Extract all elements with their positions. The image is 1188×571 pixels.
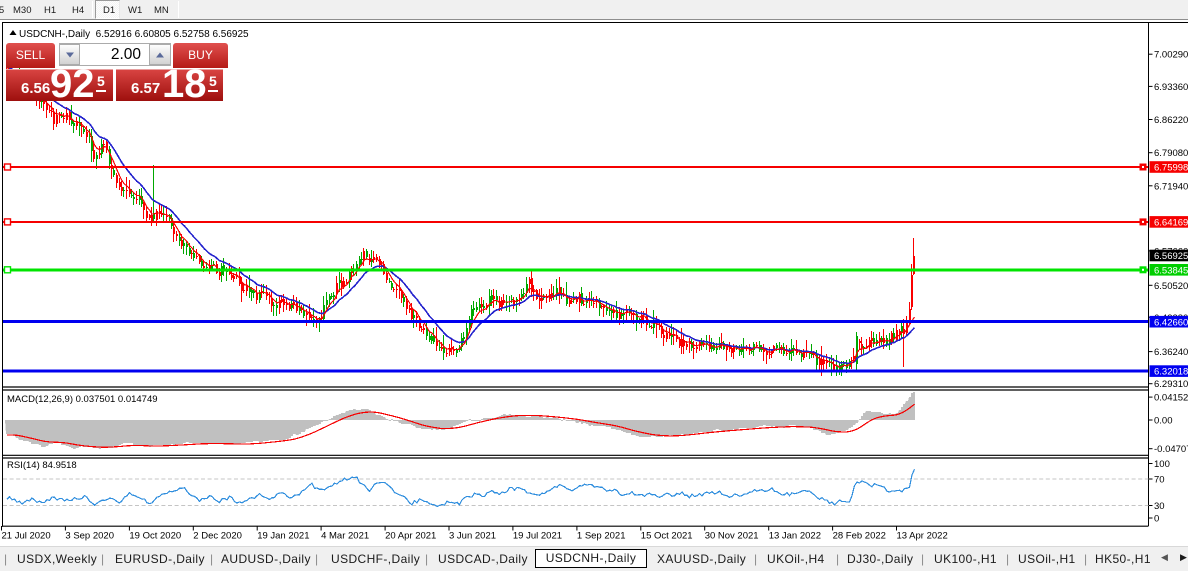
svg-text:19 Jan 2021: 19 Jan 2021 <box>257 531 309 542</box>
svg-text:6.64169: 6.64169 <box>1154 218 1188 229</box>
svg-text:28 Feb 2022: 28 Feb 2022 <box>833 531 886 542</box>
svg-text:7.00290: 7.00290 <box>1154 50 1188 61</box>
svg-text:6.42660: 6.42660 <box>1154 317 1188 328</box>
svg-text:0: 0 <box>1154 514 1159 525</box>
svg-text:6.32018: 6.32018 <box>1154 367 1188 378</box>
svg-text:19 Jul 2021: 19 Jul 2021 <box>513 531 562 542</box>
svg-text:6.50520: 6.50520 <box>1154 281 1188 292</box>
svg-text:6.93360: 6.93360 <box>1154 82 1188 93</box>
svg-text:20 Apr 2021: 20 Apr 2021 <box>385 531 436 542</box>
svg-text:30 Nov 2021: 30 Nov 2021 <box>705 531 759 542</box>
svg-text:30: 30 <box>1154 501 1165 512</box>
svg-text:6.79080: 6.79080 <box>1154 148 1188 159</box>
svg-text:3 Jun 2021: 3 Jun 2021 <box>449 531 496 542</box>
svg-text:RSI(14) 84.9518: RSI(14) 84.9518 <box>7 460 77 471</box>
svg-text:4 Mar 2021: 4 Mar 2021 <box>321 531 369 542</box>
svg-text:15 Oct 2021: 15 Oct 2021 <box>641 531 693 542</box>
svg-text:3 Sep 2020: 3 Sep 2020 <box>65 531 114 542</box>
svg-text:6.29310: 6.29310 <box>1154 379 1188 390</box>
svg-text:-0.04707: -0.04707 <box>1154 444 1188 455</box>
svg-text:13 Apr 2022: 13 Apr 2022 <box>897 531 948 542</box>
svg-text:6.86220: 6.86220 <box>1154 115 1188 126</box>
svg-text:6.56925: 6.56925 <box>1154 251 1188 262</box>
svg-text:6.75998: 6.75998 <box>1154 163 1188 174</box>
svg-text:21 Jul 2020: 21 Jul 2020 <box>2 531 51 542</box>
svg-text:1 Sep 2021: 1 Sep 2021 <box>577 531 626 542</box>
svg-text:0.00: 0.00 <box>1154 416 1173 427</box>
svg-text:6.71940: 6.71940 <box>1154 181 1188 192</box>
svg-text:MACD(12,26,9) 0.037501 0.01474: MACD(12,26,9) 0.037501 0.014749 <box>7 394 158 405</box>
svg-text:13 Jan 2022: 13 Jan 2022 <box>769 531 821 542</box>
svg-text:70: 70 <box>1154 475 1165 486</box>
svg-text:6.36240: 6.36240 <box>1154 347 1188 358</box>
svg-text:6.53845: 6.53845 <box>1154 265 1188 276</box>
svg-text:0.041528: 0.041528 <box>1154 393 1188 404</box>
svg-text:USDCNH-,Daily 6.52916 6.60805: USDCNH-,Daily 6.52916 6.60805 6.52758 6.… <box>19 29 249 40</box>
svg-text:2 Dec 2020: 2 Dec 2020 <box>193 531 242 542</box>
svg-text:100: 100 <box>1154 459 1170 470</box>
svg-text:19 Oct 2020: 19 Oct 2020 <box>129 531 181 542</box>
